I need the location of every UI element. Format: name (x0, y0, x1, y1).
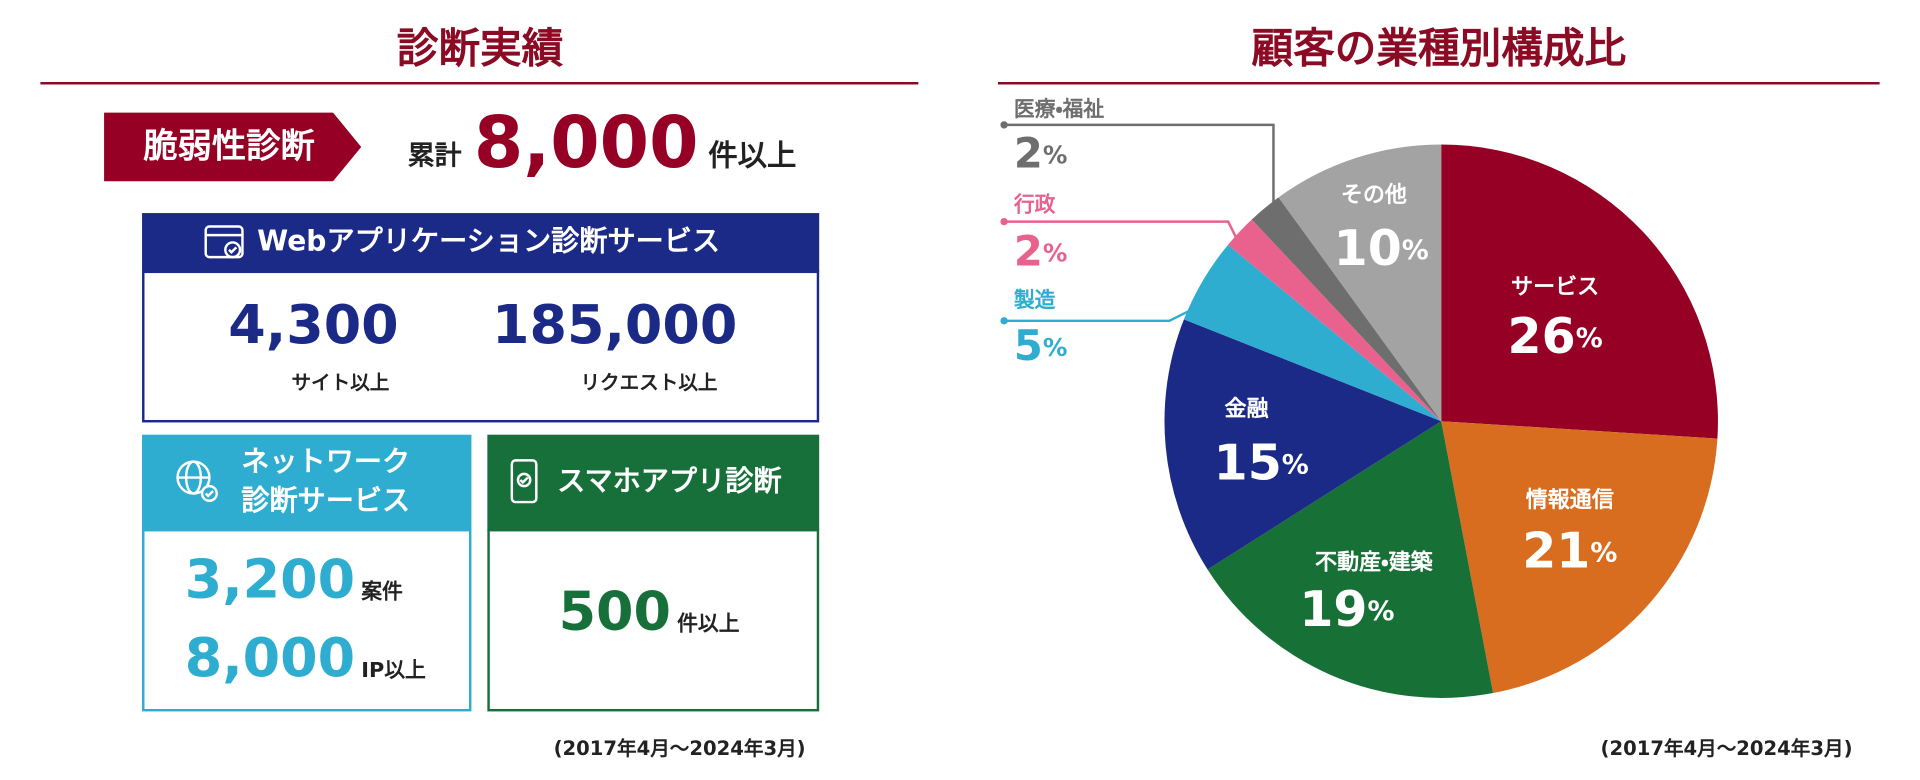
globe-icon (176, 460, 218, 503)
slice-value: 15 (1214, 434, 1282, 491)
mobile-body (487, 528, 820, 712)
mobile-title: スマホアプリ診断 (557, 464, 781, 497)
pie-slice (1227, 219, 1442, 422)
pie-slice (1251, 197, 1442, 422)
total-prefix: 累計 (408, 140, 462, 171)
section-title: 診断実績 (397, 23, 564, 72)
pie-slice (1441, 421, 1718, 694)
slice-unit: % (1043, 239, 1068, 268)
stat-unit: 件以上 (677, 611, 740, 635)
slice-value: 26 (1508, 308, 1576, 365)
stat-value: 185,000 (492, 293, 737, 356)
slice-unit: % (1043, 333, 1068, 362)
pie-slice (1164, 319, 1442, 570)
banner-text: 脆弱性診断 (143, 127, 314, 167)
network-header (142, 434, 472, 531)
stat-value: 8,000 (185, 626, 355, 689)
pie-slice (1207, 421, 1494, 698)
network-title: ネットワーク (241, 445, 410, 478)
slice-category: その他 (1341, 183, 1407, 208)
network-title: 診断サービス (241, 484, 410, 517)
slice-unit: % (1402, 235, 1429, 266)
period-note: (2017年4月〜2024年3月) (1601, 737, 1853, 760)
slice-label: 15% (1214, 434, 1309, 491)
slice-category: 不動産・建築 (1315, 549, 1434, 575)
slice-unit: % (1576, 323, 1603, 354)
web-header (142, 213, 820, 272)
web-icon (204, 225, 244, 259)
slice-value: 2 (1014, 129, 1043, 178)
banner (104, 112, 362, 182)
mobile-header (487, 434, 820, 531)
period-note: (2017年4月〜2024年3月) (554, 737, 806, 760)
web-title: Webアプリケーション診断サービス (257, 224, 720, 257)
slice-category: 行政 (1013, 193, 1056, 217)
pie-slice (1278, 144, 1442, 422)
slice-value: 19 (1299, 581, 1367, 638)
slice-unit: % (1043, 141, 1068, 170)
network-body (142, 528, 472, 712)
slice-category: 製造 (1013, 288, 1056, 312)
stat-unit: サイト以上 (291, 371, 389, 394)
stat-value: 4,300 (228, 293, 398, 356)
slice-label: 10% (1334, 220, 1429, 277)
slice-unit: % (1368, 596, 1395, 627)
slice-category: 医療・福祉 (1014, 97, 1104, 121)
slice-label: 2% (1014, 129, 1068, 178)
slice-label: 26% (1508, 308, 1603, 365)
slice-label: 19% (1299, 581, 1394, 638)
stat-unit: リクエスト以上 (580, 371, 717, 394)
slice-value: 21 (1522, 522, 1590, 579)
pie-slice (1441, 144, 1718, 439)
slice-label: 21% (1522, 522, 1617, 579)
slice-value: 10 (1334, 220, 1402, 277)
slice-value: 5 (1014, 321, 1043, 370)
total-value: 8,000 (474, 100, 699, 183)
stat-unit: 案件 (360, 580, 403, 604)
slice-value: 2 (1014, 227, 1043, 276)
pie-slice (1183, 244, 1442, 422)
slice-category: 金融 (1224, 397, 1268, 422)
slice-label: 5% (1014, 321, 1068, 370)
slice-unit: % (1282, 449, 1309, 480)
web-body (142, 270, 820, 423)
slice-category: 情報通信 (1526, 487, 1614, 513)
stat-value: 500 (559, 579, 671, 642)
leader-lines (1000, 121, 1275, 325)
phone-icon (510, 459, 538, 504)
pie (1164, 144, 1718, 698)
total: 累計 8,000 件以上 (408, 100, 797, 183)
stat-value: 3,200 (185, 547, 355, 610)
total-unit: 件以上 (708, 138, 796, 172)
chart-title: 顧客の業種別構成比 (1251, 23, 1626, 72)
slice-unit: % (1590, 537, 1617, 568)
stat-unit: IP以上 (361, 658, 426, 682)
slice-category: サービス (1511, 275, 1599, 300)
slice-label: 2% (1014, 227, 1068, 276)
